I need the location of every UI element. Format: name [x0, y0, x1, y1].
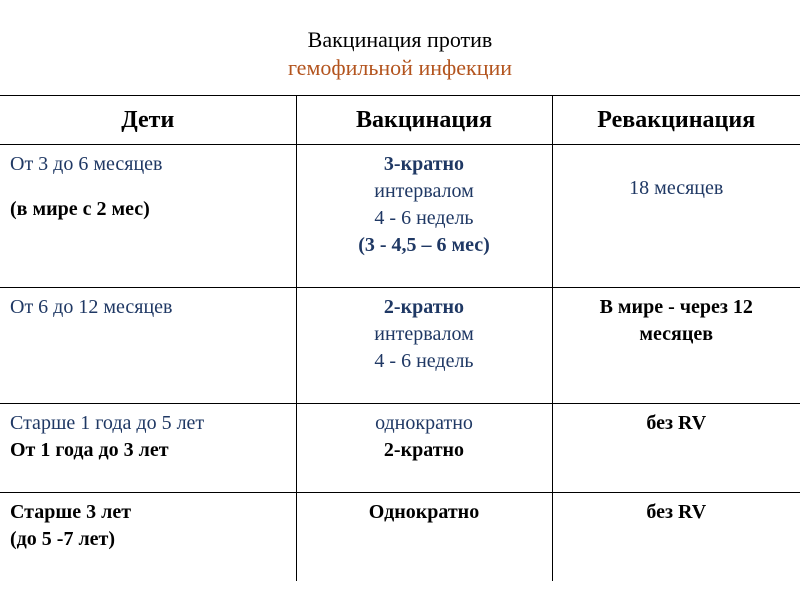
title-line2: гемофильной инфекции — [288, 55, 512, 80]
revac-line1: В мире - через 12 — [600, 296, 753, 318]
cell-revaccination: 18 месяцев — [552, 145, 800, 288]
vac-line2: интервалом — [374, 323, 474, 345]
slide-title: Вакцинация против гемофильной инфекции — [0, 26, 800, 81]
age-line1: От 3 до 6 месяцев — [10, 153, 163, 175]
cell-age: От 6 до 12 месяцев — [0, 288, 296, 404]
vac-line3: 4 - 6 недель — [374, 207, 473, 229]
col-header-children: Дети — [0, 96, 296, 145]
cell-age: Старше 1 года до 5 лет От 1 года до 3 ле… — [0, 404, 296, 493]
revac-line2: месяцев — [639, 323, 713, 345]
vac-line1: однократно — [375, 412, 473, 434]
age-line2: (до 5 -7 лет) — [10, 528, 115, 550]
cell-vaccination: 3-кратно интервалом 4 - 6 недель (3 - 4,… — [296, 145, 552, 288]
title-line1: Вакцинация против — [308, 27, 493, 52]
col-header-vaccination: Вакцинация — [296, 96, 552, 145]
cell-vaccination: Однократно — [296, 493, 552, 582]
vaccination-table: Дети Вакцинация Ревакцинация От 3 до 6 м… — [0, 95, 800, 581]
vac-line1: Однократно — [369, 501, 479, 523]
cell-age: Старше 3 лет (до 5 -7 лет) — [0, 493, 296, 582]
vac-line4: (3 - 4,5 – 6 мес) — [358, 234, 490, 256]
age-line1: От 6 до 12 месяцев — [10, 296, 173, 318]
cell-revaccination: без RV — [552, 404, 800, 493]
revac-line1: без RV — [646, 412, 706, 434]
vaccination-slide: Вакцинация против гемофильной инфекции Д… — [0, 0, 800, 600]
table-row: Старше 3 лет (до 5 -7 лет) Однократно бе… — [0, 493, 800, 582]
age-line2: (в мире с 2 мес) — [10, 198, 150, 220]
cell-revaccination: без RV — [552, 493, 800, 582]
revac-line1: 18 месяцев — [629, 177, 723, 199]
table-header-row: Дети Вакцинация Ревакцинация — [0, 96, 800, 145]
vac-line3: 4 - 6 недель — [374, 350, 473, 372]
vac-line1: 3-кратно — [384, 153, 464, 175]
age-line1: Старше 3 лет — [10, 501, 131, 523]
cell-age: От 3 до 6 месяцев (в мире с 2 мес) — [0, 145, 296, 288]
vac-line2: 2-кратно — [384, 439, 464, 461]
cell-vaccination: однократно 2-кратно — [296, 404, 552, 493]
table-row: Старше 1 года до 5 лет От 1 года до 3 ле… — [0, 404, 800, 493]
table-row: От 3 до 6 месяцев (в мире с 2 мес) 3-кра… — [0, 145, 800, 288]
age-line2: От 1 года до 3 лет — [10, 439, 169, 461]
age-line1: Старше 1 года до 5 лет — [10, 412, 204, 434]
vac-line2: интервалом — [374, 180, 474, 202]
vac-line1: 2-кратно — [384, 296, 464, 318]
revac-line1: без RV — [646, 501, 706, 523]
cell-vaccination: 2-кратно интервалом 4 - 6 недель — [296, 288, 552, 404]
cell-revaccination: В мире - через 12 месяцев — [552, 288, 800, 404]
col-header-revaccination: Ревакцинация — [552, 96, 800, 145]
table-row: От 6 до 12 месяцев 2-кратно интервалом 4… — [0, 288, 800, 404]
